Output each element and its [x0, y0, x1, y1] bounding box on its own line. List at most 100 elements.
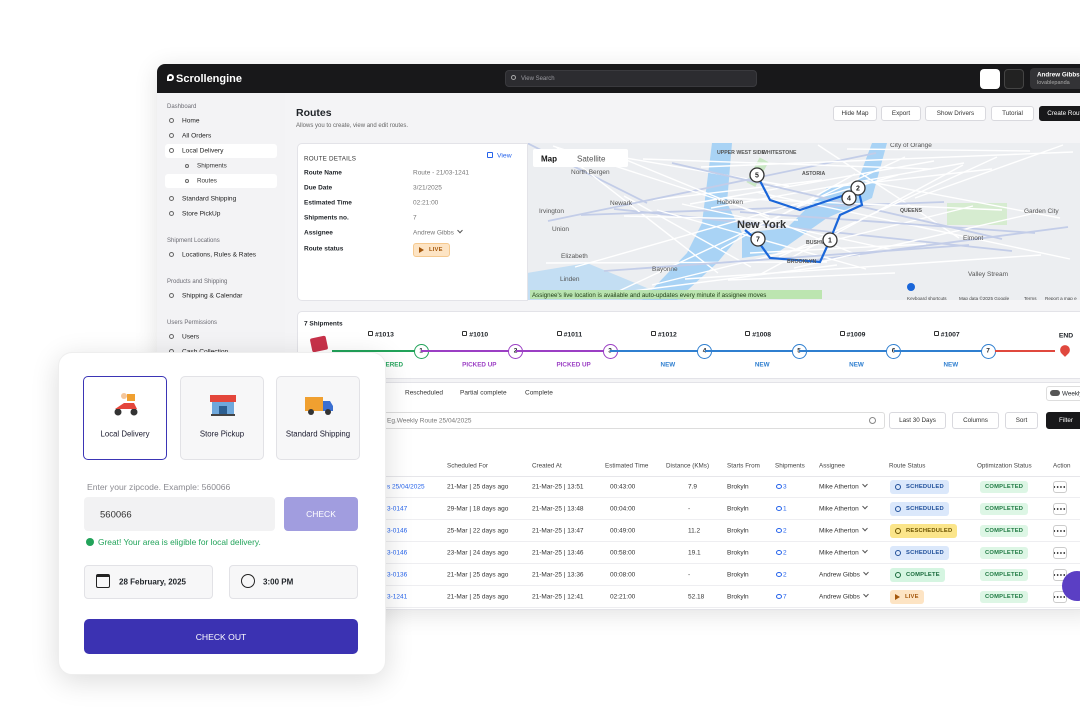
filter-tab[interactable]: Complete [525, 389, 553, 397]
table-cell: Brokyln [727, 593, 749, 601]
map-place: North Bergen [571, 169, 610, 176]
search-box[interactable] [505, 70, 757, 87]
table-cell: 21-Mar-25 | 13:51 [532, 483, 584, 491]
view-link[interactable]: View [497, 152, 512, 160]
action-button[interactable] [1053, 547, 1067, 559]
action-button[interactable] [1053, 481, 1067, 493]
table-cell: 02:21:00 [610, 593, 636, 601]
delivery-option[interactable] [180, 376, 264, 460]
toggle-switch [1050, 390, 1060, 396]
map-place: Elizabeth [561, 253, 588, 260]
field-label: Due Date [304, 184, 333, 192]
row-rule [380, 563, 1080, 564]
map-place: Linden [560, 276, 580, 283]
icon-part [323, 401, 333, 411]
option-label: Local Delivery [100, 429, 150, 439]
eye-icon [776, 484, 782, 489]
map-tab: Map [541, 155, 557, 164]
delivery-option[interactable] [276, 376, 360, 460]
filter-tab[interactable]: Partial complete [460, 389, 507, 397]
sidebar-item[interactable]: All Orders [182, 132, 212, 140]
sidebar-section-title: Users Permissions [167, 320, 218, 326]
action-button[interactable]: Tutorial [991, 106, 1034, 121]
icon-button[interactable] [1004, 69, 1024, 89]
action-button[interactable]: Export [881, 106, 921, 121]
field-value: 02:21:00 [413, 199, 439, 207]
sidebar-item[interactable]: Shipping & Calendar [182, 292, 243, 300]
header-rule [380, 476, 1080, 477]
table-cell: Andrew Gibbs [819, 572, 868, 579]
icon-part [115, 403, 137, 409]
icon-part [114, 408, 122, 416]
sidebar-icon [169, 211, 174, 216]
sidebar-item[interactable]: Users [182, 333, 200, 341]
zip-input[interactable] [84, 497, 275, 531]
delivery-option[interactable] [83, 376, 167, 460]
icon-part [211, 414, 235, 416]
toggle-label[interactable]: Weekly [1062, 390, 1080, 397]
timeline-shipment-id: #1007 [940, 331, 960, 338]
status-badge: LIVE [413, 243, 450, 257]
sidebar-item[interactable]: Store PickUp [182, 210, 221, 218]
map-road [555, 146, 719, 274]
sidebar-item[interactable]: Standard Shipping [182, 195, 237, 203]
field-label: Shipments no. [304, 214, 349, 222]
chat-bubble[interactable] [1062, 571, 1080, 601]
sidebar-section-title: Shipment Locations [167, 238, 220, 244]
user-handle: lovablepanda [1037, 80, 1070, 86]
filter-button[interactable]: Filter [1046, 412, 1080, 429]
table-cell: - [688, 571, 691, 579]
sidebar-subitem[interactable]: Shipments [197, 162, 227, 170]
map-road [700, 151, 1074, 168]
table-cell: 52.18 [688, 593, 705, 601]
route-details-heading: ROUTE DETAILS [304, 155, 357, 163]
sidebar-icon [185, 163, 189, 168]
filter-tab[interactable]: Rescheduled [405, 389, 443, 397]
route-marker-label: 5 [755, 173, 759, 180]
date-box[interactable] [84, 565, 213, 599]
map-tabs [533, 149, 628, 167]
route-link[interactable]: 3-0136 [387, 571, 408, 579]
sidebar-item[interactable]: Home [182, 117, 200, 125]
action-button[interactable]: Hide Map [833, 106, 877, 121]
map-place: QUEENS [900, 208, 922, 214]
sidebar-item[interactable]: Local Delivery [182, 147, 224, 155]
table-cell: 21-Mar-25 | 13:46 [532, 549, 584, 557]
action-button[interactable] [1053, 503, 1067, 515]
eye-icon [776, 550, 782, 555]
row-rule [380, 607, 1080, 608]
filter-button[interactable]: Last 30 Days [889, 412, 946, 429]
route-marker [850, 180, 866, 196]
route-link[interactable]: 3-1241 [387, 593, 408, 601]
timeline-segment [799, 350, 894, 352]
check-button[interactable]: CHECK [284, 497, 358, 531]
action-button[interactable]: Show Drivers [925, 106, 986, 121]
filter-button[interactable]: Sort [1005, 412, 1038, 429]
route-link[interactable]: s 25/04/2025 [387, 483, 425, 491]
table-cell: 21-Mar | 25 days ago [447, 593, 509, 601]
route-link[interactable]: 3-0146 [387, 527, 408, 535]
sidebar-item[interactable]: Locations, Rules & Rates [182, 251, 257, 259]
table-cell: 2 [783, 571, 787, 579]
user-box[interactable] [1030, 68, 1080, 89]
time-value: 3:00 PM [263, 577, 294, 587]
filter-button[interactable]: Columns [952, 412, 999, 429]
search-placeholder: Eg.Weekly Route 25/04/2025 [387, 417, 472, 424]
sidebar-subitem[interactable]: Routes [197, 177, 217, 185]
map-road [652, 179, 823, 201]
checkout-button[interactable]: CHECK OUT [84, 619, 358, 654]
action-button[interactable] [1053, 525, 1067, 537]
table-cell: 21-Mar-25 | 13:47 [532, 527, 584, 535]
icon-button[interactable] [980, 69, 1000, 89]
map-place: Elmont [963, 235, 983, 242]
option-icon-svg [210, 395, 236, 416]
table-cell: 00:08:00 [610, 571, 636, 579]
timeline-shipment-id: #1011 [563, 331, 583, 338]
option-label: Standard Shipping [285, 429, 351, 439]
route-link[interactable]: 3-0146 [387, 549, 408, 557]
action-button[interactable]: Create Route [1039, 106, 1080, 121]
route-link[interactable]: 3-0147 [387, 505, 408, 513]
timeline-segment [893, 350, 988, 352]
icon-part [325, 409, 331, 415]
table-cell: 21-Mar-25 | 13:36 [532, 571, 584, 579]
